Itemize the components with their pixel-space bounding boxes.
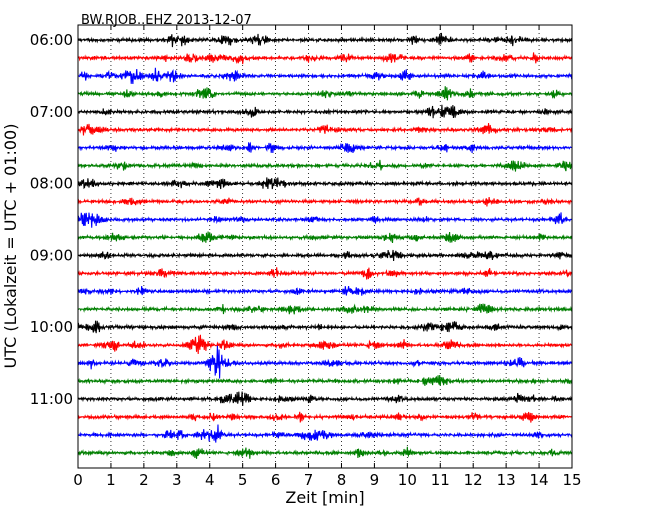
x-tick-label: 1 — [106, 471, 116, 489]
traces — [77, 32, 573, 459]
seismic-trace — [77, 267, 573, 280]
y-tick-label: 06:00 — [30, 31, 73, 49]
x-tick-label: 0 — [73, 471, 83, 489]
x-tick-label: 7 — [304, 471, 314, 489]
seismic-trace — [77, 391, 573, 406]
seismic-trace — [77, 196, 573, 207]
seismic-trace — [77, 159, 573, 172]
x-tick-label: 9 — [370, 471, 380, 489]
seismic-trace — [77, 320, 573, 334]
y-tick-label: 07:00 — [30, 103, 73, 121]
seismic-trace — [77, 67, 573, 85]
x-tick-label: 4 — [205, 471, 215, 489]
x-tick-label: 3 — [172, 471, 182, 489]
seismic-trace — [77, 104, 573, 119]
y-tick-label: 10:00 — [30, 318, 73, 336]
seismic-trace — [77, 345, 573, 379]
seismic-trace — [77, 86, 573, 101]
x-tick-label: 15 — [562, 471, 581, 489]
seismic-trace — [77, 249, 573, 261]
chart-title: BW.RJOB..EHZ 2013-12-07 — [81, 13, 252, 28]
seismic-trace — [77, 52, 573, 65]
seismic-trace — [77, 424, 573, 443]
x-tick-label: 14 — [530, 471, 549, 489]
x-tick-label: 6 — [271, 471, 281, 489]
y-axis-label: UTC (Lokalzeit = UTC + 01:00) — [1, 124, 20, 369]
x-tick-label: 13 — [497, 471, 516, 489]
seismic-trace — [77, 334, 573, 354]
seismic-trace — [77, 177, 573, 190]
x-tick-label: 8 — [337, 471, 347, 489]
x-tick-label: 2 — [139, 471, 149, 489]
x-tick-label: 11 — [431, 471, 450, 489]
seismic-trace — [77, 123, 573, 136]
seismic-trace — [77, 446, 573, 459]
seismic-trace — [77, 411, 573, 423]
x-axis: 0 1 2 3 4 5 6 7 8 9 10 11 12 13 14 15 — [73, 25, 582, 489]
seismic-trace — [77, 212, 573, 228]
plot-frame — [77, 24, 573, 469]
seismic-trace — [77, 231, 573, 243]
seismic-trace — [77, 32, 573, 48]
seismic-trace — [77, 285, 573, 296]
seismic-trace — [77, 141, 573, 154]
x-tick-label: 12 — [464, 471, 483, 489]
y-axis: 06:00 07:00 08:00 09:00 10:00 11:00 — [30, 31, 572, 408]
seismic-trace — [77, 303, 573, 315]
x-tick-label: 10 — [398, 471, 417, 489]
y-tick-label: 11:00 — [30, 390, 73, 408]
x-tick-label: 5 — [238, 471, 248, 489]
seismic-trace — [77, 375, 573, 386]
y-tick-label: 08:00 — [30, 175, 73, 193]
x-axis-label: Zeit [min] — [285, 488, 364, 507]
y-tick-label: 09:00 — [30, 246, 73, 264]
